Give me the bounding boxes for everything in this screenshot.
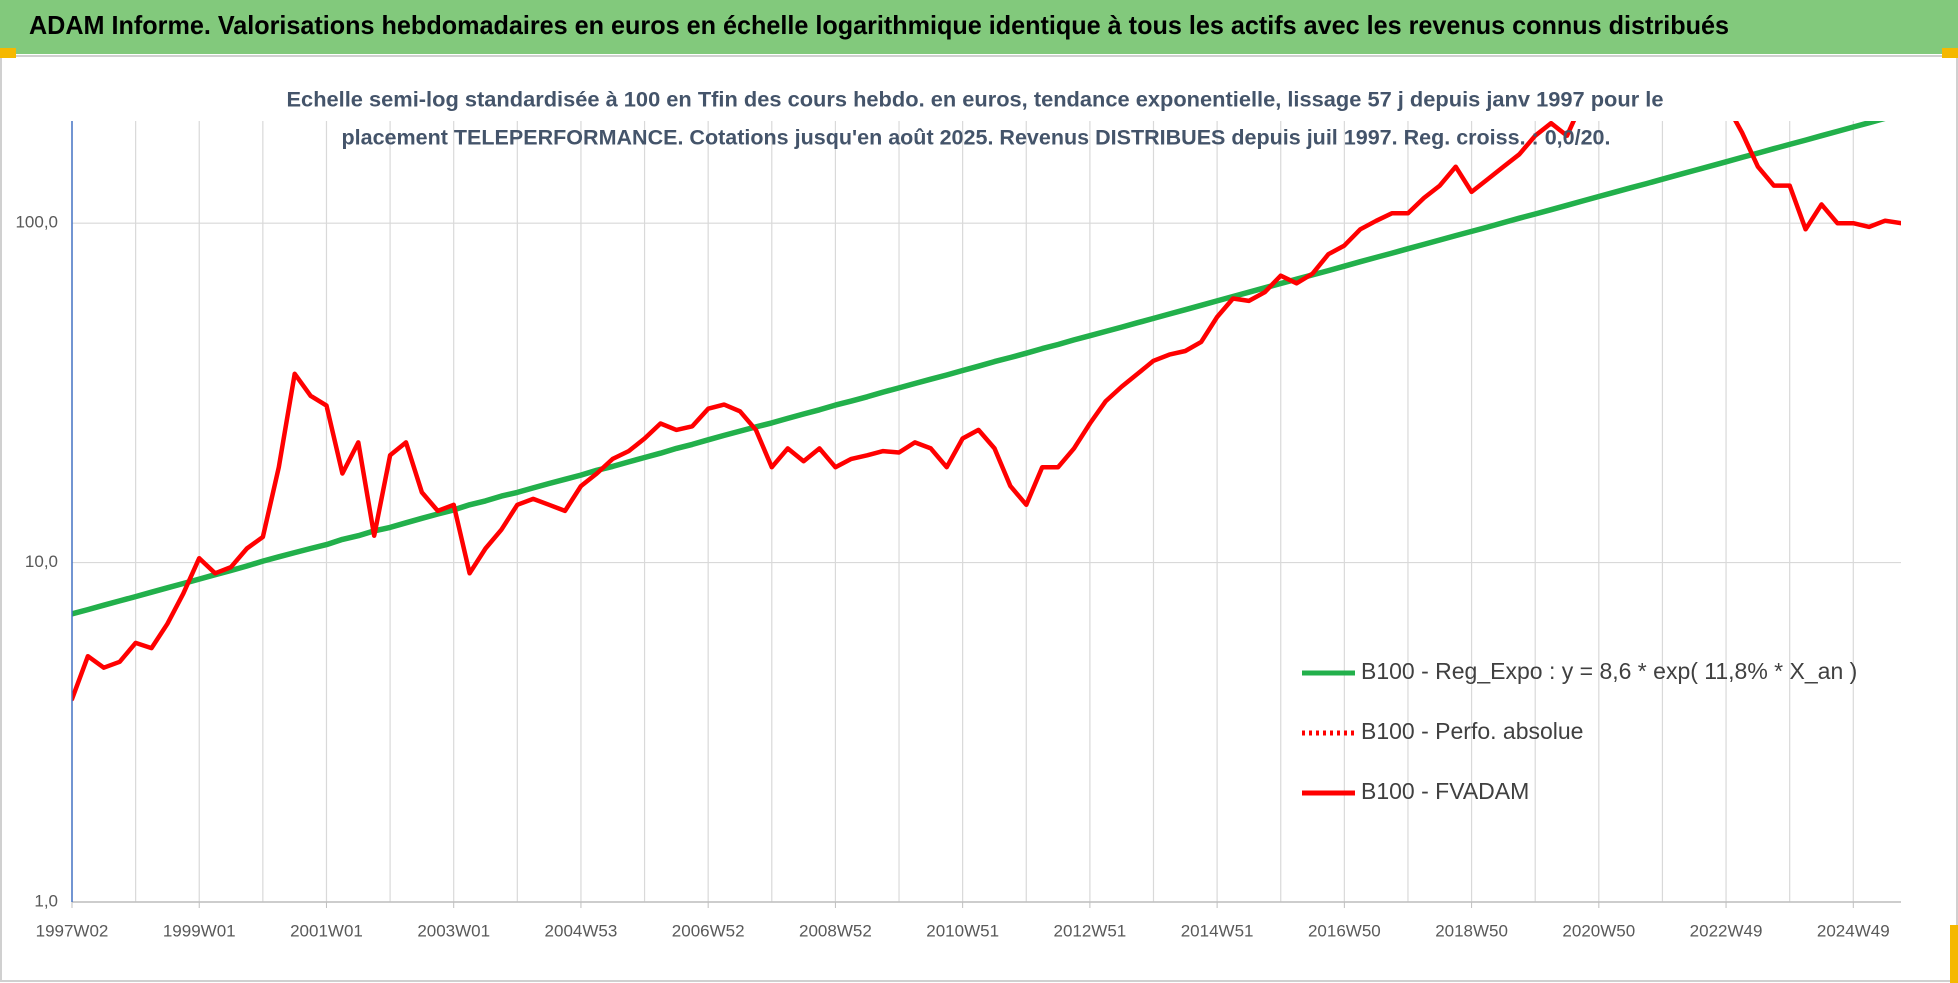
y-tick-label: 10,0	[25, 552, 58, 571]
y-tick-label: 1,0	[34, 891, 58, 910]
chart-subtitle: placement TELEPERFORMANCE. Cotations jus…	[342, 127, 1611, 150]
x-tick-label: 2006W52	[672, 921, 745, 940]
x-tick-label: 2001W01	[290, 921, 363, 940]
x-tick-label: 2016W50	[1308, 921, 1381, 940]
x-tick-label: 2004W53	[545, 921, 618, 940]
series-line	[72, 121, 1901, 702]
header-title: ADAM Informe. Valorisations hebdomadaire…	[29, 10, 1729, 40]
grid	[72, 121, 1901, 903]
y-tick-label: 100,0	[15, 213, 58, 232]
x-tick-label: 2020W50	[1562, 921, 1635, 940]
x-tick-label: 2018W50	[1435, 921, 1508, 940]
chart-frame	[0, 55, 1958, 982]
corner-mark	[1950, 925, 1958, 983]
chart-subtitle: Echelle semi-log standardisée à 100 en T…	[287, 89, 1664, 112]
x-tick-label: 2024W49	[1817, 921, 1890, 940]
x-tick-label: 2008W52	[799, 921, 872, 940]
legend-label: B100 - Reg_Expo : y = 8,6 * exp( 11,8% *…	[1361, 658, 1857, 684]
legend-label: B100 - Perfo. absolue	[1361, 718, 1583, 744]
x-tick-label: 2012W51	[1053, 921, 1126, 940]
legend-label: B100 - FVADAM	[1361, 778, 1529, 804]
corner-mark	[1942, 48, 1958, 58]
x-tick-label: 1997W02	[36, 921, 109, 940]
corner-mark	[0, 48, 16, 58]
x-tick-label: 2010W51	[926, 921, 999, 940]
x-tick-label: 2014W51	[1181, 921, 1254, 940]
x-tick-label: 2022W49	[1690, 921, 1763, 940]
x-tick-label: 1999W01	[163, 921, 236, 940]
plot-area	[72, 121, 1901, 702]
header-bar	[0, 0, 1958, 54]
x-tick-label: 2003W01	[417, 921, 490, 940]
